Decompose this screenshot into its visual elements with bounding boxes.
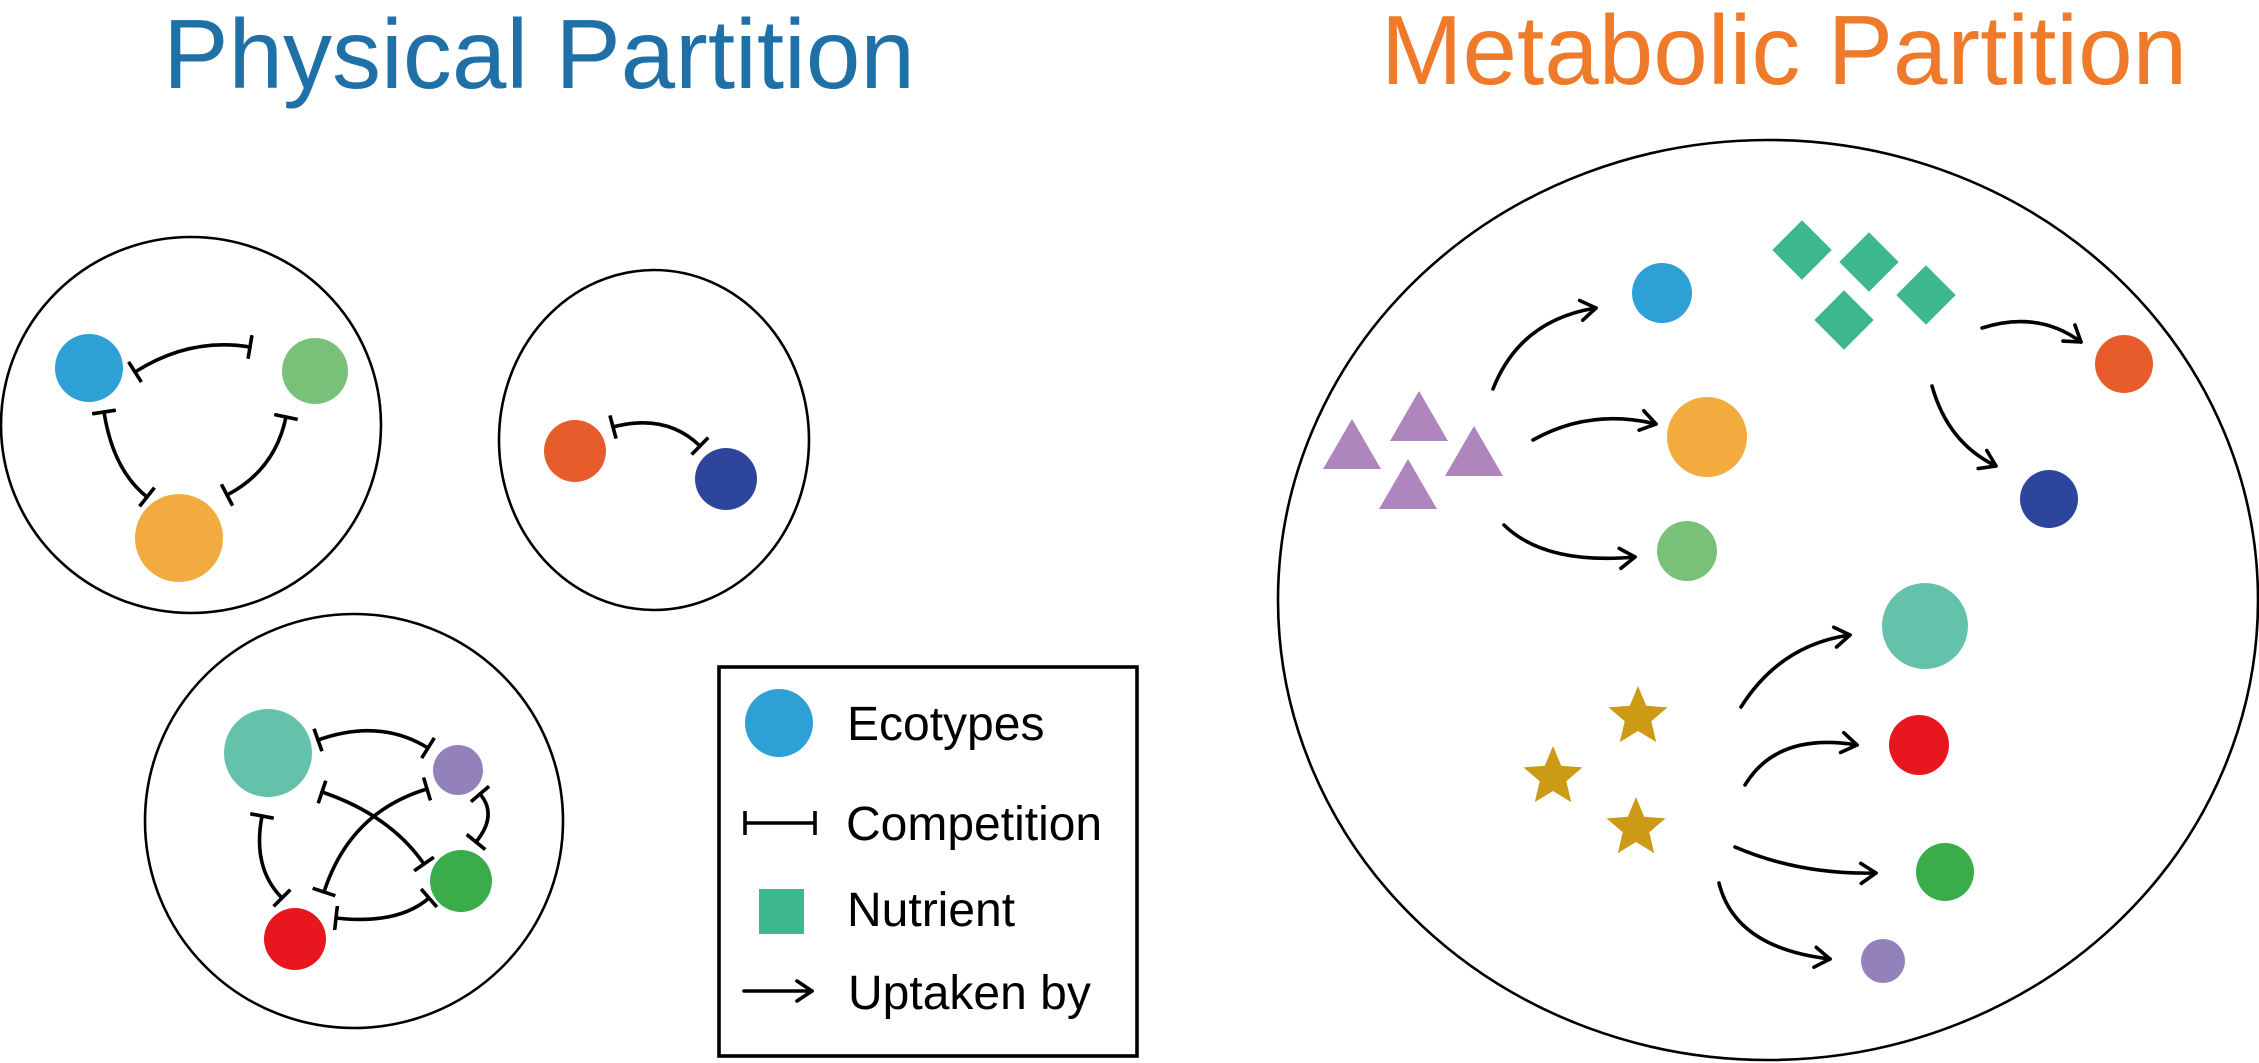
compartment-three-ecotypes: [0, 235, 383, 615]
compartment-two-ecotypes: [497, 268, 811, 612]
ecotype-green: [1916, 843, 1974, 901]
ecotype-orange: [135, 494, 223, 582]
ecotype-teal: [1882, 583, 1968, 669]
legend-nutrient-label: Nutrient: [847, 884, 1015, 937]
ecotype-teal: [224, 709, 312, 797]
nutrient-stars: [1523, 686, 1668, 854]
uptake-arrow: [1733, 845, 1878, 886]
nutrient-diamond: [1814, 290, 1874, 350]
competition-edge: [324, 789, 427, 892]
legend-competition-label: Competition: [846, 798, 1102, 851]
legend-uptaken-by-label: Uptaken by: [848, 967, 1091, 1020]
nutrient-triangle: [1445, 426, 1503, 476]
ecotype-light-green: [282, 338, 348, 404]
competition-edge: [227, 417, 286, 495]
competition-edge: [613, 423, 700, 446]
ecotype-navy: [695, 448, 757, 510]
competition-edge: [318, 731, 428, 748]
physical-partition-title: Physical Partition: [163, 0, 915, 109]
ecotype-lavender: [433, 745, 483, 795]
uptake-arrow: [1531, 408, 1658, 442]
competition-edge: [322, 792, 424, 864]
ecotype-blue: [55, 334, 123, 402]
compartment-four-ecotypes: [143, 612, 565, 1030]
ecotype-red: [1889, 715, 1949, 775]
metabolic-compartment: [1276, 138, 2259, 1062]
competition-edge: [336, 898, 429, 919]
compartment-boundary: [0, 235, 383, 615]
competition-edge: [135, 345, 250, 372]
ecotype-lavender: [1861, 939, 1905, 983]
competition-edge: [104, 412, 147, 497]
ecotype-red-orange: [544, 420, 606, 482]
uptake-arrow: [1502, 523, 1637, 571]
metabolic-boundary: [1276, 138, 2259, 1062]
nutrient-triangles: [1323, 391, 1503, 509]
nutrient-triangle: [1379, 459, 1437, 509]
uptake-arrow: [1491, 298, 1598, 391]
nutrient-diamond: [1772, 220, 1832, 280]
legend-ecotype-icon: [745, 689, 813, 757]
competition-edge: [260, 816, 283, 898]
nutrient-diamonds: [1772, 220, 1956, 350]
ecotype-red-orange: [2095, 335, 2153, 393]
metabolic-partition-title: Metabolic Partition: [1381, 0, 2187, 105]
uptake-arrow: [1930, 384, 1998, 471]
legend-ecotypes-label: Ecotypes: [847, 698, 1044, 751]
legend: Ecotypes Competition Nutrient Uptaken by: [717, 665, 1139, 1058]
competition-edge: [476, 794, 488, 842]
ecotype-red: [264, 908, 326, 970]
nutrient-diamond: [1896, 265, 1956, 325]
uptake-arrow: [1717, 881, 1832, 970]
uptake-arrow: [1739, 625, 1852, 709]
ecotype-blue: [1632, 263, 1692, 323]
nutrient-star: [1608, 686, 1668, 743]
nutrient-star: [1523, 746, 1583, 803]
compartment-boundary: [143, 612, 565, 1030]
ecotype-light-green: [1657, 521, 1717, 581]
legend-nutrient-icon: [759, 889, 804, 934]
nutrient-diamond: [1839, 232, 1899, 292]
ecotype-green: [430, 850, 492, 912]
nutrient-star: [1606, 797, 1666, 854]
ecotype-navy: [2020, 470, 2078, 528]
uptake-arrow: [1980, 319, 2083, 344]
nutrient-triangle: [1390, 391, 1448, 441]
ecotype-orange: [1667, 397, 1747, 477]
uptake-arrow: [1743, 730, 1859, 787]
nutrient-triangle: [1323, 419, 1381, 469]
compartment-boundary: [497, 268, 811, 612]
